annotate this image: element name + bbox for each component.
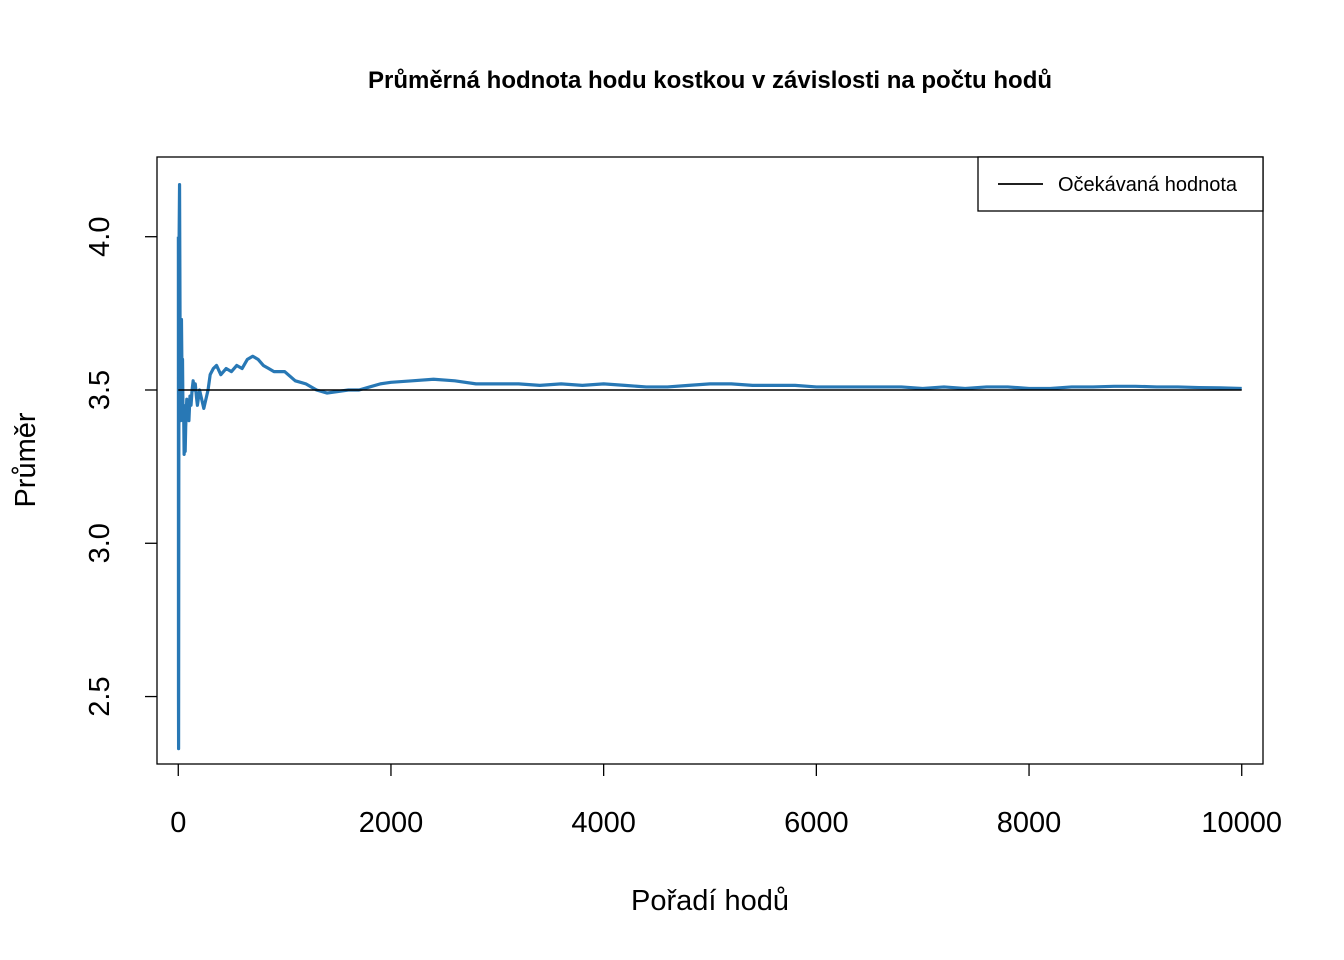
y-tick-label: 3.0 bbox=[84, 523, 116, 563]
x-tick-label: 6000 bbox=[784, 807, 849, 839]
y-tick-label: 4.0 bbox=[84, 217, 116, 257]
x-tick-label: 10000 bbox=[1201, 807, 1282, 839]
x-tick-label: 2000 bbox=[359, 807, 424, 839]
x-axis: 0 2000 4000 6000 8000 10000 bbox=[170, 764, 1282, 839]
y-axis: 2.5 3.0 3.5 4.0 bbox=[84, 217, 157, 717]
series-line-0 bbox=[176, 182, 1242, 751]
plot-frame bbox=[156, 156, 1264, 765]
legend-entry-reference: Očekávaná hodnota bbox=[1058, 174, 1238, 196]
x-tick-label: 0 bbox=[170, 807, 186, 839]
x-tick-label: 4000 bbox=[571, 807, 636, 839]
legend: Očekávaná hodnota bbox=[977, 156, 1264, 212]
y-tick-label: 3.5 bbox=[84, 370, 116, 410]
x-axis-label: Pořadí hodů bbox=[631, 885, 789, 917]
y-tick-label: 2.5 bbox=[84, 676, 116, 716]
plot-layer bbox=[176, 182, 1242, 751]
x-tick-label: 8000 bbox=[997, 807, 1062, 839]
y-axis-label: Průměr bbox=[10, 412, 42, 507]
chart-title: Průměrná hodnota hodu kostkou v závislos… bbox=[368, 67, 1052, 94]
